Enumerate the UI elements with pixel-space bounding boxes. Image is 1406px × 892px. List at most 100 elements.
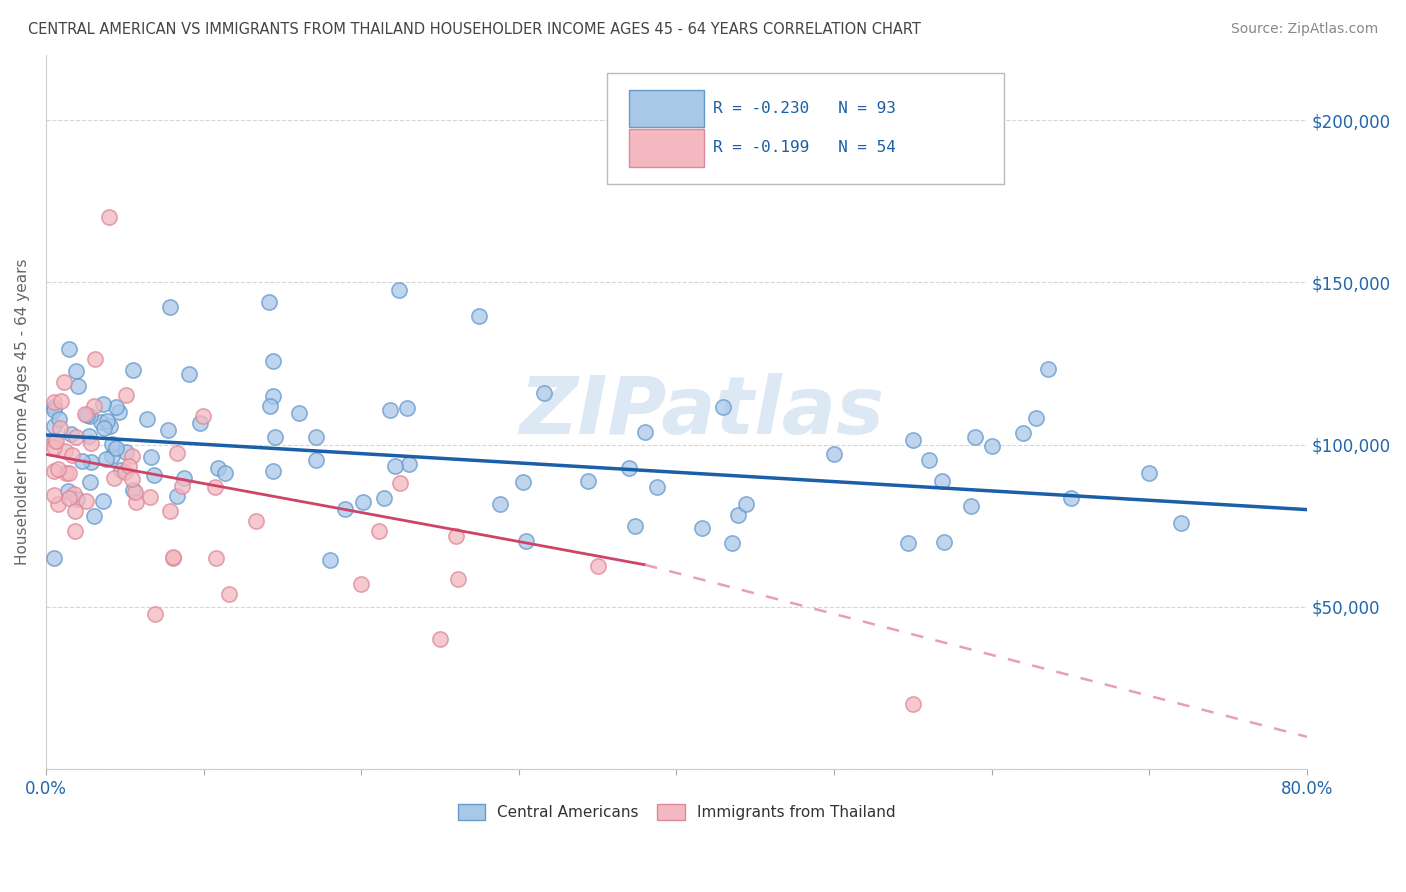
Point [79,409,101,423]
Point [80,435,103,450]
Point [159,504,181,518]
Point [395,401,418,416]
Point [114,387,136,401]
Point [305,430,328,444]
Point [121,449,143,463]
Point [42,400,65,414]
Point [65,364,87,378]
Point [901,698,924,712]
Point [172,479,194,493]
Point [934,534,956,549]
Point [143,607,166,621]
Point [91,494,114,508]
Point [83,509,105,524]
Point [378,402,401,417]
Point [980,439,1002,453]
Point [389,476,412,491]
Point [335,502,357,516]
Point [59,426,82,441]
Point [159,300,181,314]
Point [931,474,953,488]
Point [98,211,121,225]
Point [318,553,340,567]
Text: R = -0.199   N = 54: R = -0.199 N = 54 [713,140,896,155]
Point [42,440,65,454]
Point [489,497,512,511]
Point [48,497,70,511]
Point [65,504,87,518]
Point [162,550,184,565]
Point [166,445,188,459]
Point [142,467,165,482]
Point [204,551,226,566]
Y-axis label: Householder Income Ages 45 - 64 years: Householder Income Ages 45 - 64 years [15,259,30,566]
Point [60,448,83,462]
Point [105,401,128,415]
Point [46,462,69,476]
Point [727,508,749,522]
Point [257,295,280,310]
Point [94,452,117,467]
Point [166,489,188,503]
Point [108,404,131,418]
Point [204,480,226,494]
Point [959,500,981,514]
Point [429,632,451,647]
Point [245,515,267,529]
Point [1012,425,1035,440]
Point [58,342,80,356]
FancyBboxPatch shape [607,73,1004,184]
Point [350,577,373,591]
Point [259,399,281,413]
Point [49,421,72,435]
Point [645,480,668,494]
Point [56,484,79,499]
Point [173,471,195,485]
Point [80,455,103,469]
Point [963,430,986,444]
Point [124,485,146,500]
Point [823,447,845,461]
Point [586,558,609,573]
Text: CENTRAL AMERICAN VS IMMIGRANTS FROM THAILAND HOUSEHOLDER INCOME AGES 45 - 64 YEA: CENTRAL AMERICAN VS IMMIGRANTS FROM THAI… [28,22,921,37]
Point [388,283,411,297]
Point [214,466,236,480]
Point [1170,516,1192,530]
Point [305,453,328,467]
Point [288,406,311,420]
Point [897,536,920,550]
Point [711,400,734,414]
Point [373,491,395,505]
Point [917,453,939,467]
Point [65,491,87,506]
Point [512,475,534,490]
Text: Source: ZipAtlas.com: Source: ZipAtlas.com [1230,22,1378,37]
Point [262,464,284,478]
Point [162,551,184,566]
Point [42,550,65,565]
Point [48,411,70,425]
FancyBboxPatch shape [628,129,704,167]
Text: ZIPatlas: ZIPatlas [519,373,884,451]
FancyBboxPatch shape [628,90,704,128]
Point [53,443,76,458]
Point [533,386,555,401]
Point [690,521,713,535]
Point [136,411,159,425]
Point [65,524,87,539]
Point [384,458,406,473]
Point [262,388,284,402]
Point [156,424,179,438]
Point [70,454,93,468]
Point [901,434,924,448]
Point [100,437,122,451]
Point [263,430,285,444]
Point [104,441,127,455]
Point [83,399,105,413]
Point [76,409,98,423]
Point [125,494,148,508]
Point [83,352,105,367]
Point [576,474,599,488]
Point [188,416,211,430]
Point [207,461,229,475]
